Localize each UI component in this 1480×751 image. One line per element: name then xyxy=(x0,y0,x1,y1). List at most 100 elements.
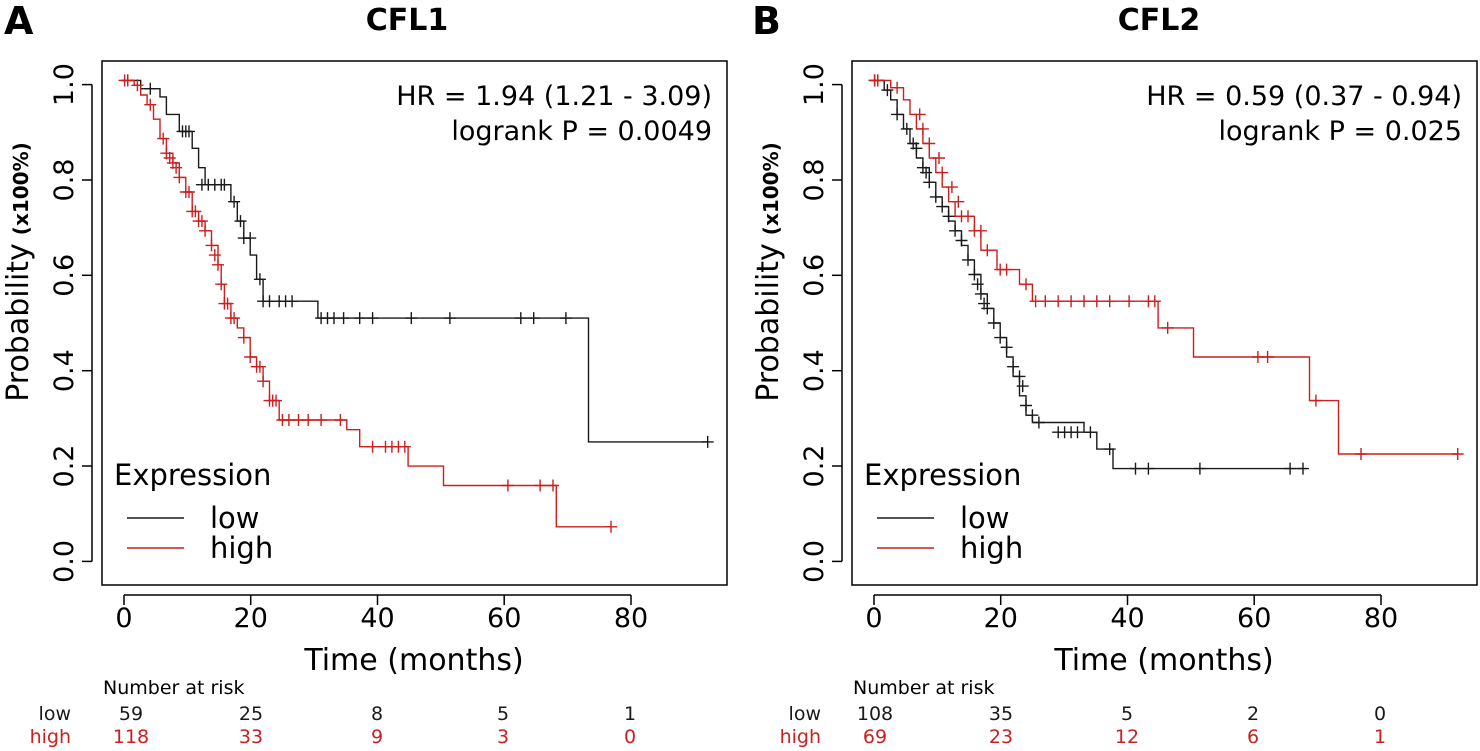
censor-mark-low xyxy=(920,167,932,179)
censor-mark-high xyxy=(399,441,411,453)
censor-mark-high xyxy=(222,298,234,310)
censor-mark-low xyxy=(254,273,266,285)
risk-value: 59 xyxy=(119,703,143,725)
y-tick-label: 0.0 xyxy=(799,540,830,583)
censor-mark-high xyxy=(936,167,948,179)
censor-mark-high xyxy=(244,351,256,363)
censor-mark-low xyxy=(1142,463,1154,475)
censor-mark-high xyxy=(183,186,195,198)
censor-mark-high xyxy=(547,480,559,492)
censor-mark-high xyxy=(1123,295,1135,307)
censor-mark-high xyxy=(1001,264,1013,276)
censor-mark-high xyxy=(933,152,945,164)
y-tick-label: 0.0 xyxy=(49,540,80,583)
risk-row-label-high: high xyxy=(780,726,821,748)
panel-label: A xyxy=(4,0,34,43)
censor-mark-low xyxy=(183,125,195,137)
risk-value: 3 xyxy=(497,726,509,748)
censor-mark-high xyxy=(1310,395,1322,407)
censor-mark-high xyxy=(1052,295,1064,307)
censor-mark-low xyxy=(994,332,1006,344)
censor-mark-high xyxy=(1162,322,1174,334)
x-tick-label: 20 xyxy=(234,603,268,634)
legend-label-low: low xyxy=(210,501,260,535)
censor-mark-high xyxy=(254,361,266,373)
censor-mark-low xyxy=(975,288,987,300)
censor-mark-high xyxy=(144,99,156,111)
y-tick-label: 0.8 xyxy=(799,159,830,202)
risk-value: 118 xyxy=(113,726,149,748)
x-tick-label: 80 xyxy=(614,603,648,634)
legend: Expression low high xyxy=(864,458,1023,565)
x-axis: 0 20 40 60 80 Time (months) xyxy=(115,595,648,678)
risk-value: 1 xyxy=(624,703,636,725)
censor-mark-low xyxy=(528,312,540,324)
y-axis: 0.0 0.2 0.4 0.6 0.8 1.0 Probability (x100… xyxy=(751,63,842,583)
y-axis-title-main: Probability xyxy=(751,243,786,402)
censor-mark-low xyxy=(1284,463,1296,475)
censor-mark-high xyxy=(1262,351,1274,363)
censor-mark-low xyxy=(228,196,240,208)
censor-mark-high xyxy=(952,196,964,208)
censor-mark-low xyxy=(1072,426,1084,438)
y-tick-label: 0.2 xyxy=(799,445,830,488)
censor-mark-low xyxy=(962,254,974,266)
censor-mark-high xyxy=(1149,295,1161,307)
y-tick-label: 0.8 xyxy=(49,159,80,202)
censor-mark-high xyxy=(962,210,974,222)
x-tick-label: 80 xyxy=(1364,603,1398,634)
censor-mark-high xyxy=(1020,278,1032,290)
censor-mark-high xyxy=(189,205,201,217)
censor-mark-low xyxy=(1194,463,1206,475)
censor-mark-low xyxy=(936,201,948,213)
censor-mark-low xyxy=(949,225,961,237)
censor-mark-low xyxy=(901,123,913,135)
censor-mark-low xyxy=(405,312,417,324)
censor-mark-high xyxy=(1355,448,1367,460)
censor-mark-high xyxy=(215,278,227,290)
y-tick-label: 1.0 xyxy=(49,63,80,106)
censor-mark-low xyxy=(968,269,980,281)
chart-title: CFL1 xyxy=(366,3,449,38)
censor-mark-high xyxy=(605,521,617,533)
risk-value: 1 xyxy=(1374,726,1386,748)
censor-mark-high xyxy=(1091,295,1103,307)
censor-mark-high xyxy=(891,82,903,94)
censor-mark-high xyxy=(1039,295,1051,307)
censor-mark-low xyxy=(1001,341,1013,353)
y-tick-label: 0.2 xyxy=(49,445,80,488)
censor-mark-low xyxy=(1033,417,1045,429)
legend-label-high: high xyxy=(960,531,1023,565)
risk-value: 25 xyxy=(239,703,263,725)
censor-mark-low xyxy=(444,312,456,324)
x-axis: 0 20 40 60 80 Time (months) xyxy=(865,595,1398,678)
risk-value: 5 xyxy=(1121,703,1133,725)
censor-mark-high xyxy=(228,312,240,324)
censor-mark-low xyxy=(988,317,1000,329)
legend: Expression low high xyxy=(114,458,273,565)
chart-title: CFL2 xyxy=(1118,3,1201,38)
risk-value: 33 xyxy=(239,726,263,748)
x-tick-label: 0 xyxy=(865,603,882,634)
censor-mark-high xyxy=(914,108,926,120)
risk-value: 9 xyxy=(371,726,383,748)
y-axis-title: Probability (x100%) xyxy=(751,142,786,402)
censor-mark-low xyxy=(1297,463,1309,475)
risk-value: 0 xyxy=(624,726,636,748)
x-tick-label: 40 xyxy=(360,603,394,634)
risk-value: 108 xyxy=(857,703,893,725)
censor-mark-high xyxy=(315,414,327,426)
censor-mark-high xyxy=(209,249,221,261)
panel-a: A CFL1 0.0 0.2 0.4 0.6 0.8 1.0 Probabili… xyxy=(1,0,727,748)
censor-mark-low xyxy=(1017,380,1029,392)
censor-mark-low xyxy=(1130,463,1142,475)
censor-mark-low xyxy=(218,179,230,191)
censor-mark-high xyxy=(872,74,884,86)
censor-mark-low xyxy=(1084,426,1096,438)
risk-value: 2 xyxy=(1247,703,1259,725)
censor-mark-high xyxy=(199,225,211,237)
censor-mark-low xyxy=(144,83,156,95)
censor-mark-low xyxy=(1020,400,1032,412)
censor-mark-low xyxy=(286,295,298,307)
censor-mark-low xyxy=(702,436,714,448)
